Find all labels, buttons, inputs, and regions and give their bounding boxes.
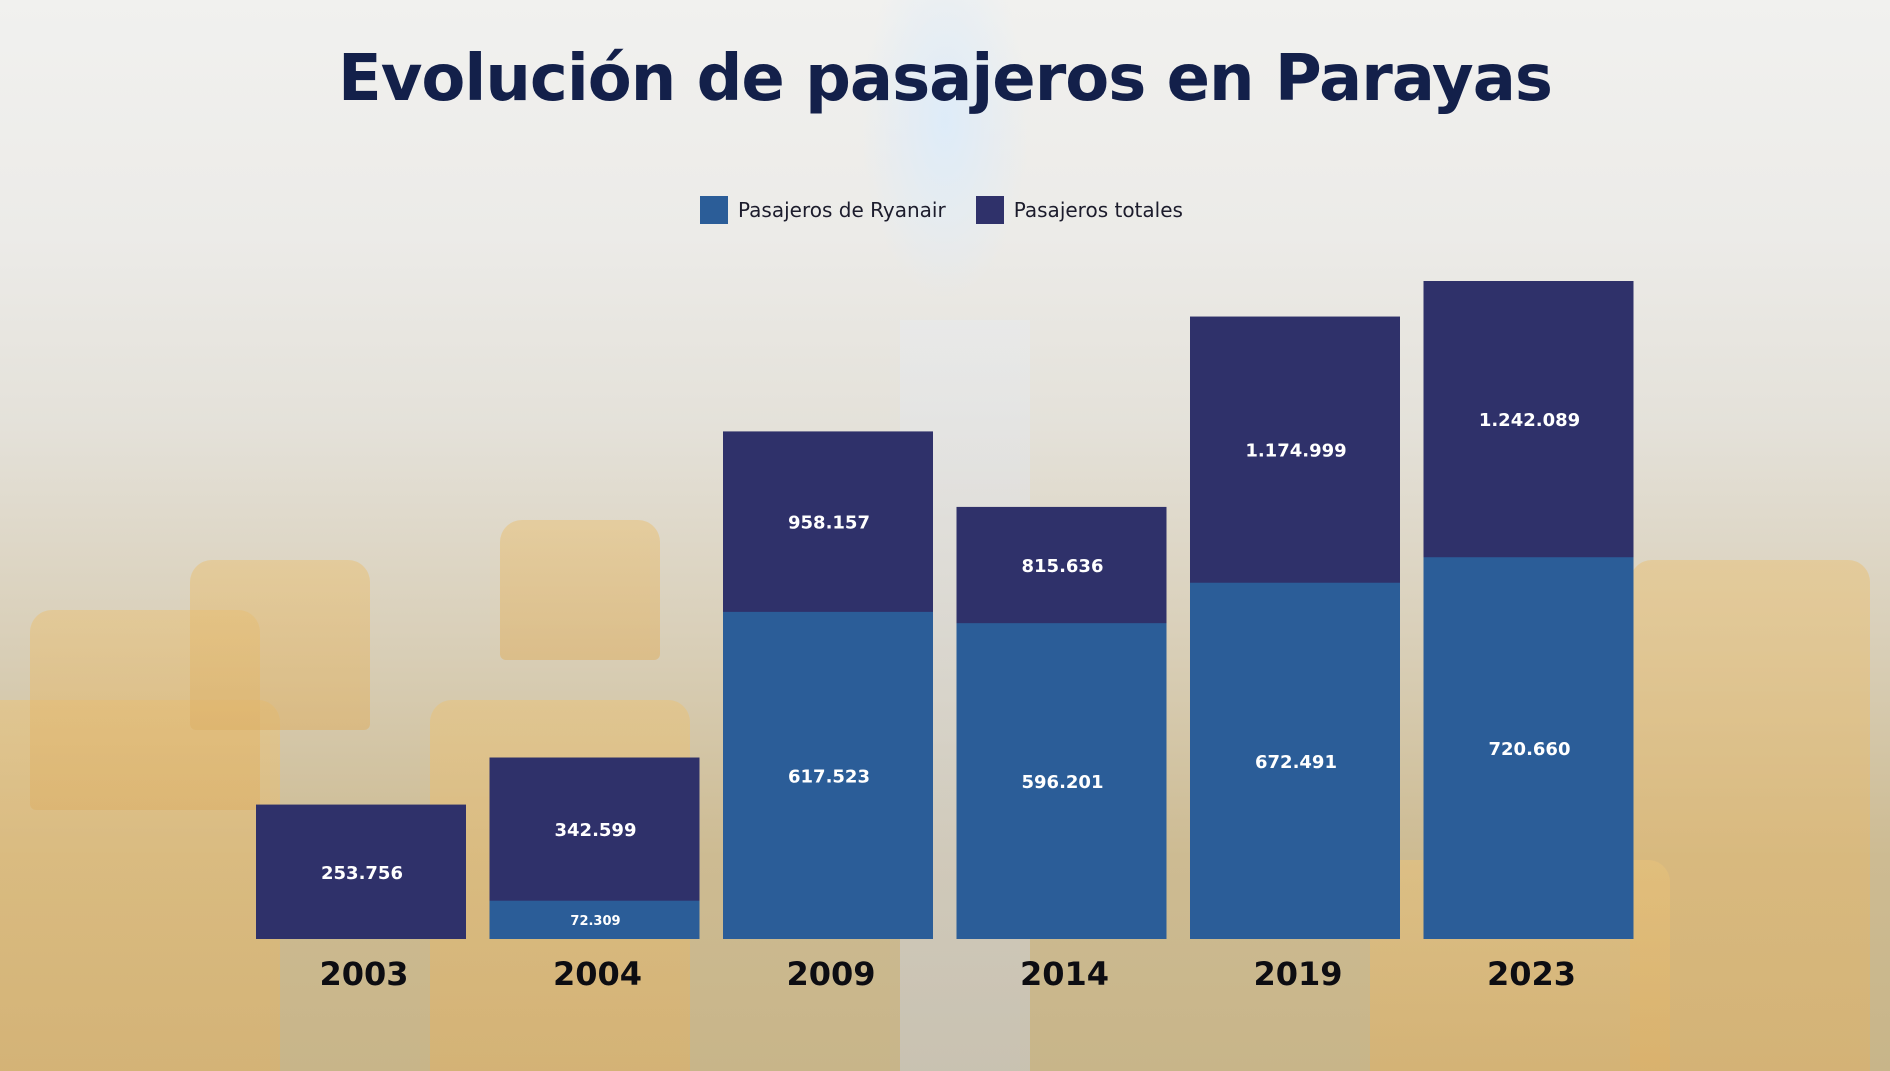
label-ryanair-2014: 596.201 xyxy=(1022,772,1104,793)
year-label-2023: 2023 xyxy=(1487,955,1576,993)
label-total-2023: 1.242.089 xyxy=(1479,410,1580,431)
seat-shape xyxy=(1630,560,1870,1071)
label-total-2004: 342.599 xyxy=(555,820,637,841)
year-label-2004: 2004 xyxy=(553,955,642,993)
label-ryanair-2004: 72.309 xyxy=(570,914,620,929)
legend-label-ryanair: Pasajeros de Ryanair xyxy=(738,198,946,222)
seat-shape xyxy=(500,520,660,660)
legend-swatch-total xyxy=(975,196,1004,224)
legend-item-total: Pasajeros totales xyxy=(975,196,1183,224)
label-total-2014: 815.636 xyxy=(1022,556,1104,577)
label-total-2019: 1.174.999 xyxy=(1245,441,1346,462)
bar-ryanair-2023 xyxy=(1423,557,1634,939)
year-label-2003: 2003 xyxy=(319,955,408,993)
chart-title: Evolución de pasajeros en Parayas xyxy=(337,42,1553,116)
bar-total-2003 xyxy=(256,804,466,939)
legend: Pasajeros de Ryanair Pasajeros totales xyxy=(700,196,1183,224)
legend-swatch-ryanair xyxy=(700,196,728,224)
bar-ryanair-2004 xyxy=(489,900,700,939)
label-ryanair-2023: 720.660 xyxy=(1489,739,1571,760)
label-total-2003: 253.756 xyxy=(321,863,403,884)
bar-ryanair-2009 xyxy=(723,611,933,939)
legend-item-ryanair: Pasajeros de Ryanair xyxy=(700,196,946,224)
ceiling-light xyxy=(860,0,1030,300)
bar-ryanair-2019 xyxy=(1190,582,1400,939)
legend-label-total: Pasajeros totales xyxy=(1013,198,1183,222)
year-label-2019: 2019 xyxy=(1253,955,1342,993)
year-label-2009: 2009 xyxy=(786,955,875,993)
label-total-2009: 958.157 xyxy=(788,513,870,534)
bar-ryanair-2014 xyxy=(956,623,1167,939)
year-label-2014: 2014 xyxy=(1020,955,1109,993)
label-ryanair-2019: 672.491 xyxy=(1255,752,1337,773)
label-ryanair-2009: 617.523 xyxy=(788,766,870,787)
seat-shape xyxy=(190,560,370,730)
